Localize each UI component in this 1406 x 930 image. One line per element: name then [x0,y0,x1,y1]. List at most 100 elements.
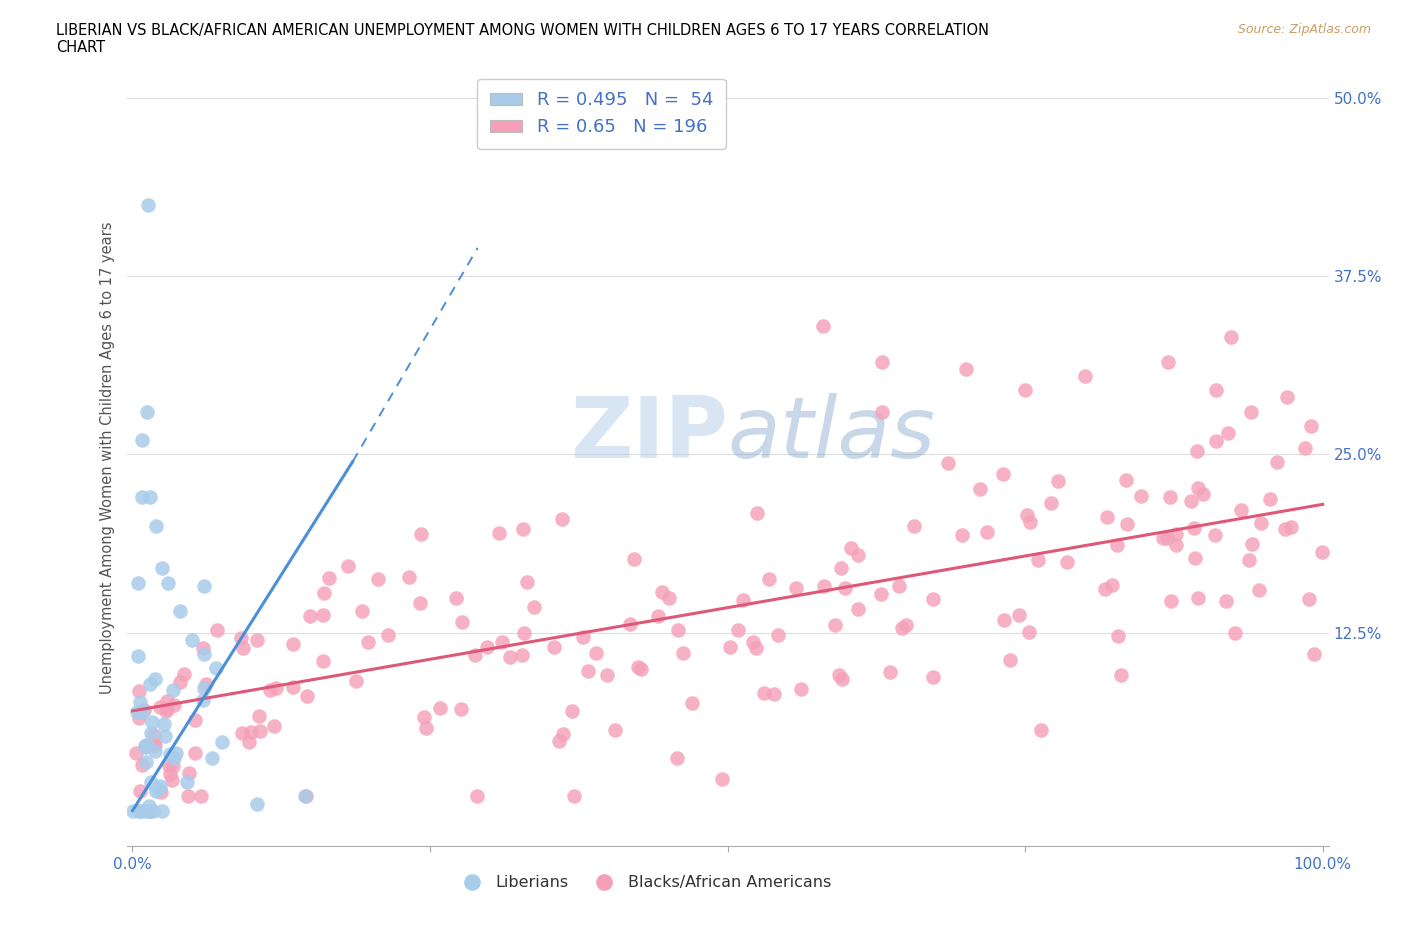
Point [128,684,150,698]
Point [135,754,157,769]
Point [758,572,780,587]
Point [1204,527,1226,542]
Point [1241,537,1264,551]
Point [173,667,195,682]
Point [1180,494,1202,509]
Point [785,580,807,595]
Point [872,354,894,369]
Point [561,704,583,719]
Point [297,688,319,703]
Point [733,592,755,607]
Point [1008,608,1031,623]
Point [651,585,673,600]
Point [887,578,910,593]
Point [1302,646,1324,661]
Point [163,751,186,765]
Point [191,693,214,708]
Point [246,632,269,647]
Point [207,623,229,638]
Point [294,789,316,804]
Point [125,704,148,719]
Point [450,702,472,717]
Point [512,522,534,537]
Point [142,804,165,818]
Y-axis label: Unemployment Among Women with Children Ages 6 to 17 years: Unemployment Among Women with Children A… [100,221,115,695]
Point [143,737,166,752]
Point [768,628,790,643]
Point [155,703,177,718]
Point [1073,368,1095,383]
Point [145,518,167,533]
Point [572,630,595,644]
Point [903,518,925,533]
Point [846,602,869,617]
Point [1109,668,1132,683]
Text: ZIP: ZIP [569,393,728,476]
Point [1219,329,1241,344]
Point [1274,522,1296,537]
Point [1157,354,1180,369]
Point [745,641,768,656]
Point [193,681,215,696]
Point [312,608,335,623]
Point [1039,496,1062,511]
Point [1107,629,1129,644]
Point [318,570,340,585]
Point [551,726,574,741]
Point [1014,383,1036,398]
Text: CHART: CHART [56,40,105,55]
Point [562,789,585,804]
Point [135,737,157,752]
Point [727,622,749,637]
Point [156,701,179,716]
Point [143,744,166,759]
Point [239,725,262,740]
Point [350,604,373,618]
Point [890,620,912,635]
Point [134,739,156,754]
Point [193,641,215,656]
Point [344,673,367,688]
Point [163,698,186,712]
Point [264,681,287,696]
Point [846,547,869,562]
Point [238,735,260,750]
Point [150,561,173,576]
Point [179,765,201,780]
Point [547,733,569,748]
Point [145,783,167,798]
Point [131,705,153,720]
Point [1205,383,1227,398]
Point [1029,723,1052,737]
Point [718,639,741,654]
Point [142,737,165,752]
Point [1164,527,1187,542]
Point [499,649,522,664]
Point [1205,433,1227,448]
Point [141,725,163,740]
Point [1216,426,1239,441]
Point [1164,538,1187,552]
Point [281,680,304,695]
Point [1258,491,1281,506]
Text: atlas: atlas [728,393,935,476]
Point [477,640,499,655]
Point [936,456,959,471]
Point [950,527,973,542]
Point [1229,502,1251,517]
Point [131,490,153,505]
Point [976,525,998,539]
Point [136,198,159,213]
Point [413,710,436,724]
Point [231,726,253,741]
Point [1215,594,1237,609]
Point [128,784,150,799]
Point [658,591,681,605]
Text: LIBERIAN VS BLACK/AFRICAN AMERICAN UNEMPLOYMENT AMONG WOMEN WITH CHILDREN AGES 6: LIBERIAN VS BLACK/AFRICAN AMERICAN UNEMP… [56,23,990,38]
Point [190,789,212,804]
Point [169,674,191,689]
Point [409,595,432,610]
Point [1056,554,1078,569]
Point [811,319,834,334]
Point [184,746,207,761]
